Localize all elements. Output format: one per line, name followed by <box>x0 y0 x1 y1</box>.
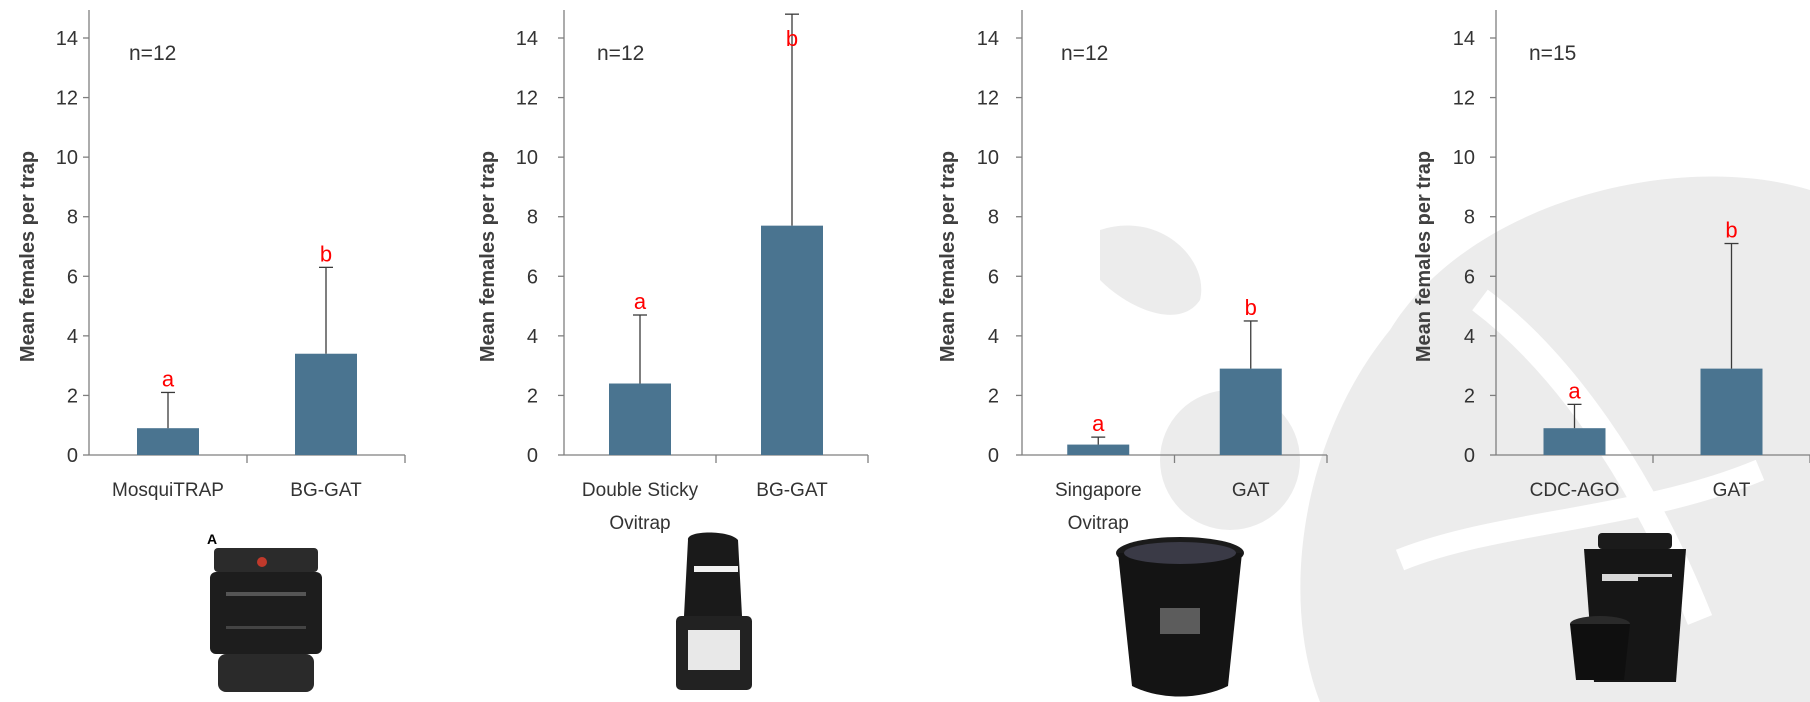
y-tick-label: 6 <box>1464 266 1475 288</box>
sample-size-label: n=12 <box>129 42 176 65</box>
y-tick-label: 6 <box>988 266 999 288</box>
category-label: GAT <box>1232 480 1270 501</box>
y-tick-label: 8 <box>1464 207 1475 229</box>
significance-letter: b <box>786 26 798 51</box>
y-tick-label: 2 <box>1464 385 1475 407</box>
y-tick-label: 4 <box>1464 326 1475 348</box>
y-tick-label: 14 <box>977 28 999 50</box>
y-tick-label: 10 <box>1453 147 1475 169</box>
y-tick-label: 8 <box>527 207 538 229</box>
y-tick-label: 0 <box>1464 445 1475 467</box>
gat-and-cdc-ago-photo <box>1570 533 1686 682</box>
chart-panel-mosquitrap: 0 2 4 6 8 10 12 14 Mean females per trap n=12 a Mos… <box>17 10 406 692</box>
category-label: GAT <box>1713 480 1751 501</box>
category-label: CDC-AGO <box>1530 480 1620 501</box>
bars-group: 0 2 4 6 8 10 12 14 Mean females per trap n=12 a Sin… <box>937 10 1328 534</box>
y-tick-label: 12 <box>56 88 78 110</box>
bars-group: 0 2 4 6 8 10 12 14 Mean females per trap n=12 a Mos… <box>17 10 406 501</box>
bar-double-sticky-ovitrap <box>609 383 671 455</box>
trap-photo-label: A <box>207 531 217 547</box>
y-axis-title: Mean females per trap <box>1413 151 1435 362</box>
y-axis-title: Mean females per trap <box>17 151 39 362</box>
significance-letter: a <box>162 366 175 391</box>
y-tick-label: 10 <box>516 147 538 169</box>
y-tick-label: 2 <box>527 385 538 407</box>
y-tick-label: 2 <box>988 385 999 407</box>
bar-bg-gat <box>761 225 823 455</box>
bar-bg-gat <box>295 353 357 455</box>
y-tick-label: 8 <box>988 207 999 229</box>
y-tick-label: 0 <box>67 445 78 467</box>
significance-letter: b <box>320 241 332 266</box>
y-tick-label: 4 <box>527 326 538 348</box>
y-tick-label: 14 <box>1453 28 1475 50</box>
category-label: MosquiTRAP <box>112 480 224 501</box>
y-tick-label: 0 <box>527 445 538 467</box>
y-tick-label: 14 <box>516 28 538 50</box>
sample-size-label: n=12 <box>597 42 644 65</box>
double-sticky-ovitrap-photo <box>676 532 752 690</box>
y-tick-label: 8 <box>67 207 78 229</box>
significance-letter: a <box>1092 411 1105 436</box>
y-tick-label: 10 <box>977 147 999 169</box>
category-label: BG-GAT <box>756 480 828 501</box>
sample-size-label: n=15 <box>1529 42 1576 65</box>
y-tick-label: 6 <box>67 266 78 288</box>
mosquitrap-photo: A <box>207 531 322 692</box>
y-axis-title: Mean females per trap <box>937 151 959 362</box>
y-tick-label: 12 <box>1453 88 1475 110</box>
significance-letter: b <box>1245 295 1257 320</box>
category-label: Ovitrap <box>609 513 670 534</box>
y-tick-label: 4 <box>988 326 999 348</box>
y-tick-label: 4 <box>67 326 78 348</box>
y-tick-label: 0 <box>988 445 999 467</box>
y-axis-title: Mean females per trap <box>477 151 499 362</box>
bars-group: 0 2 4 6 8 10 12 14 Mean females per trap n=15 a CDC… <box>1413 10 1810 501</box>
category-label: Double Sticky <box>582 480 699 501</box>
y-tick-label: 6 <box>527 266 538 288</box>
bar-gat <box>1219 368 1282 455</box>
chart-panel-singapore-ovitrap: 0 2 4 6 8 10 12 14 Mean females per trap n=12 a Sin… <box>937 10 1328 697</box>
significance-letter: a <box>1568 378 1581 403</box>
bar-singapore-ovitrap <box>1067 444 1130 455</box>
significance-letter: a <box>634 289 647 314</box>
y-tick-label: 12 <box>977 88 999 110</box>
y-tick-label: 14 <box>56 28 78 50</box>
bar-mosquitrap <box>137 428 199 455</box>
bar-gat <box>1700 368 1763 455</box>
category-label: Singapore <box>1055 480 1142 501</box>
sample-size-label: n=12 <box>1061 42 1108 65</box>
y-tick-label: 12 <box>516 88 538 110</box>
category-label: BG-GAT <box>290 480 362 501</box>
bars-group: 0 2 4 6 8 10 12 14 Mean females per trap n=12 a Dou… <box>477 10 869 534</box>
y-tick-label: 10 <box>56 147 78 169</box>
significance-letter: b <box>1725 218 1737 243</box>
category-label: Ovitrap <box>1068 513 1129 534</box>
chart-panel-double-sticky: 0 2 4 6 8 10 12 14 Mean females per trap n=12 a Dou… <box>477 10 869 690</box>
y-tick-label: 2 <box>67 385 78 407</box>
chart-panel-cdc-ago: 0 2 4 6 8 10 12 14 Mean females per trap n=15 a CDC… <box>1413 10 1810 682</box>
bar-cdc-ago <box>1543 428 1606 455</box>
singapore-ovitrap-photo <box>1116 537 1244 697</box>
